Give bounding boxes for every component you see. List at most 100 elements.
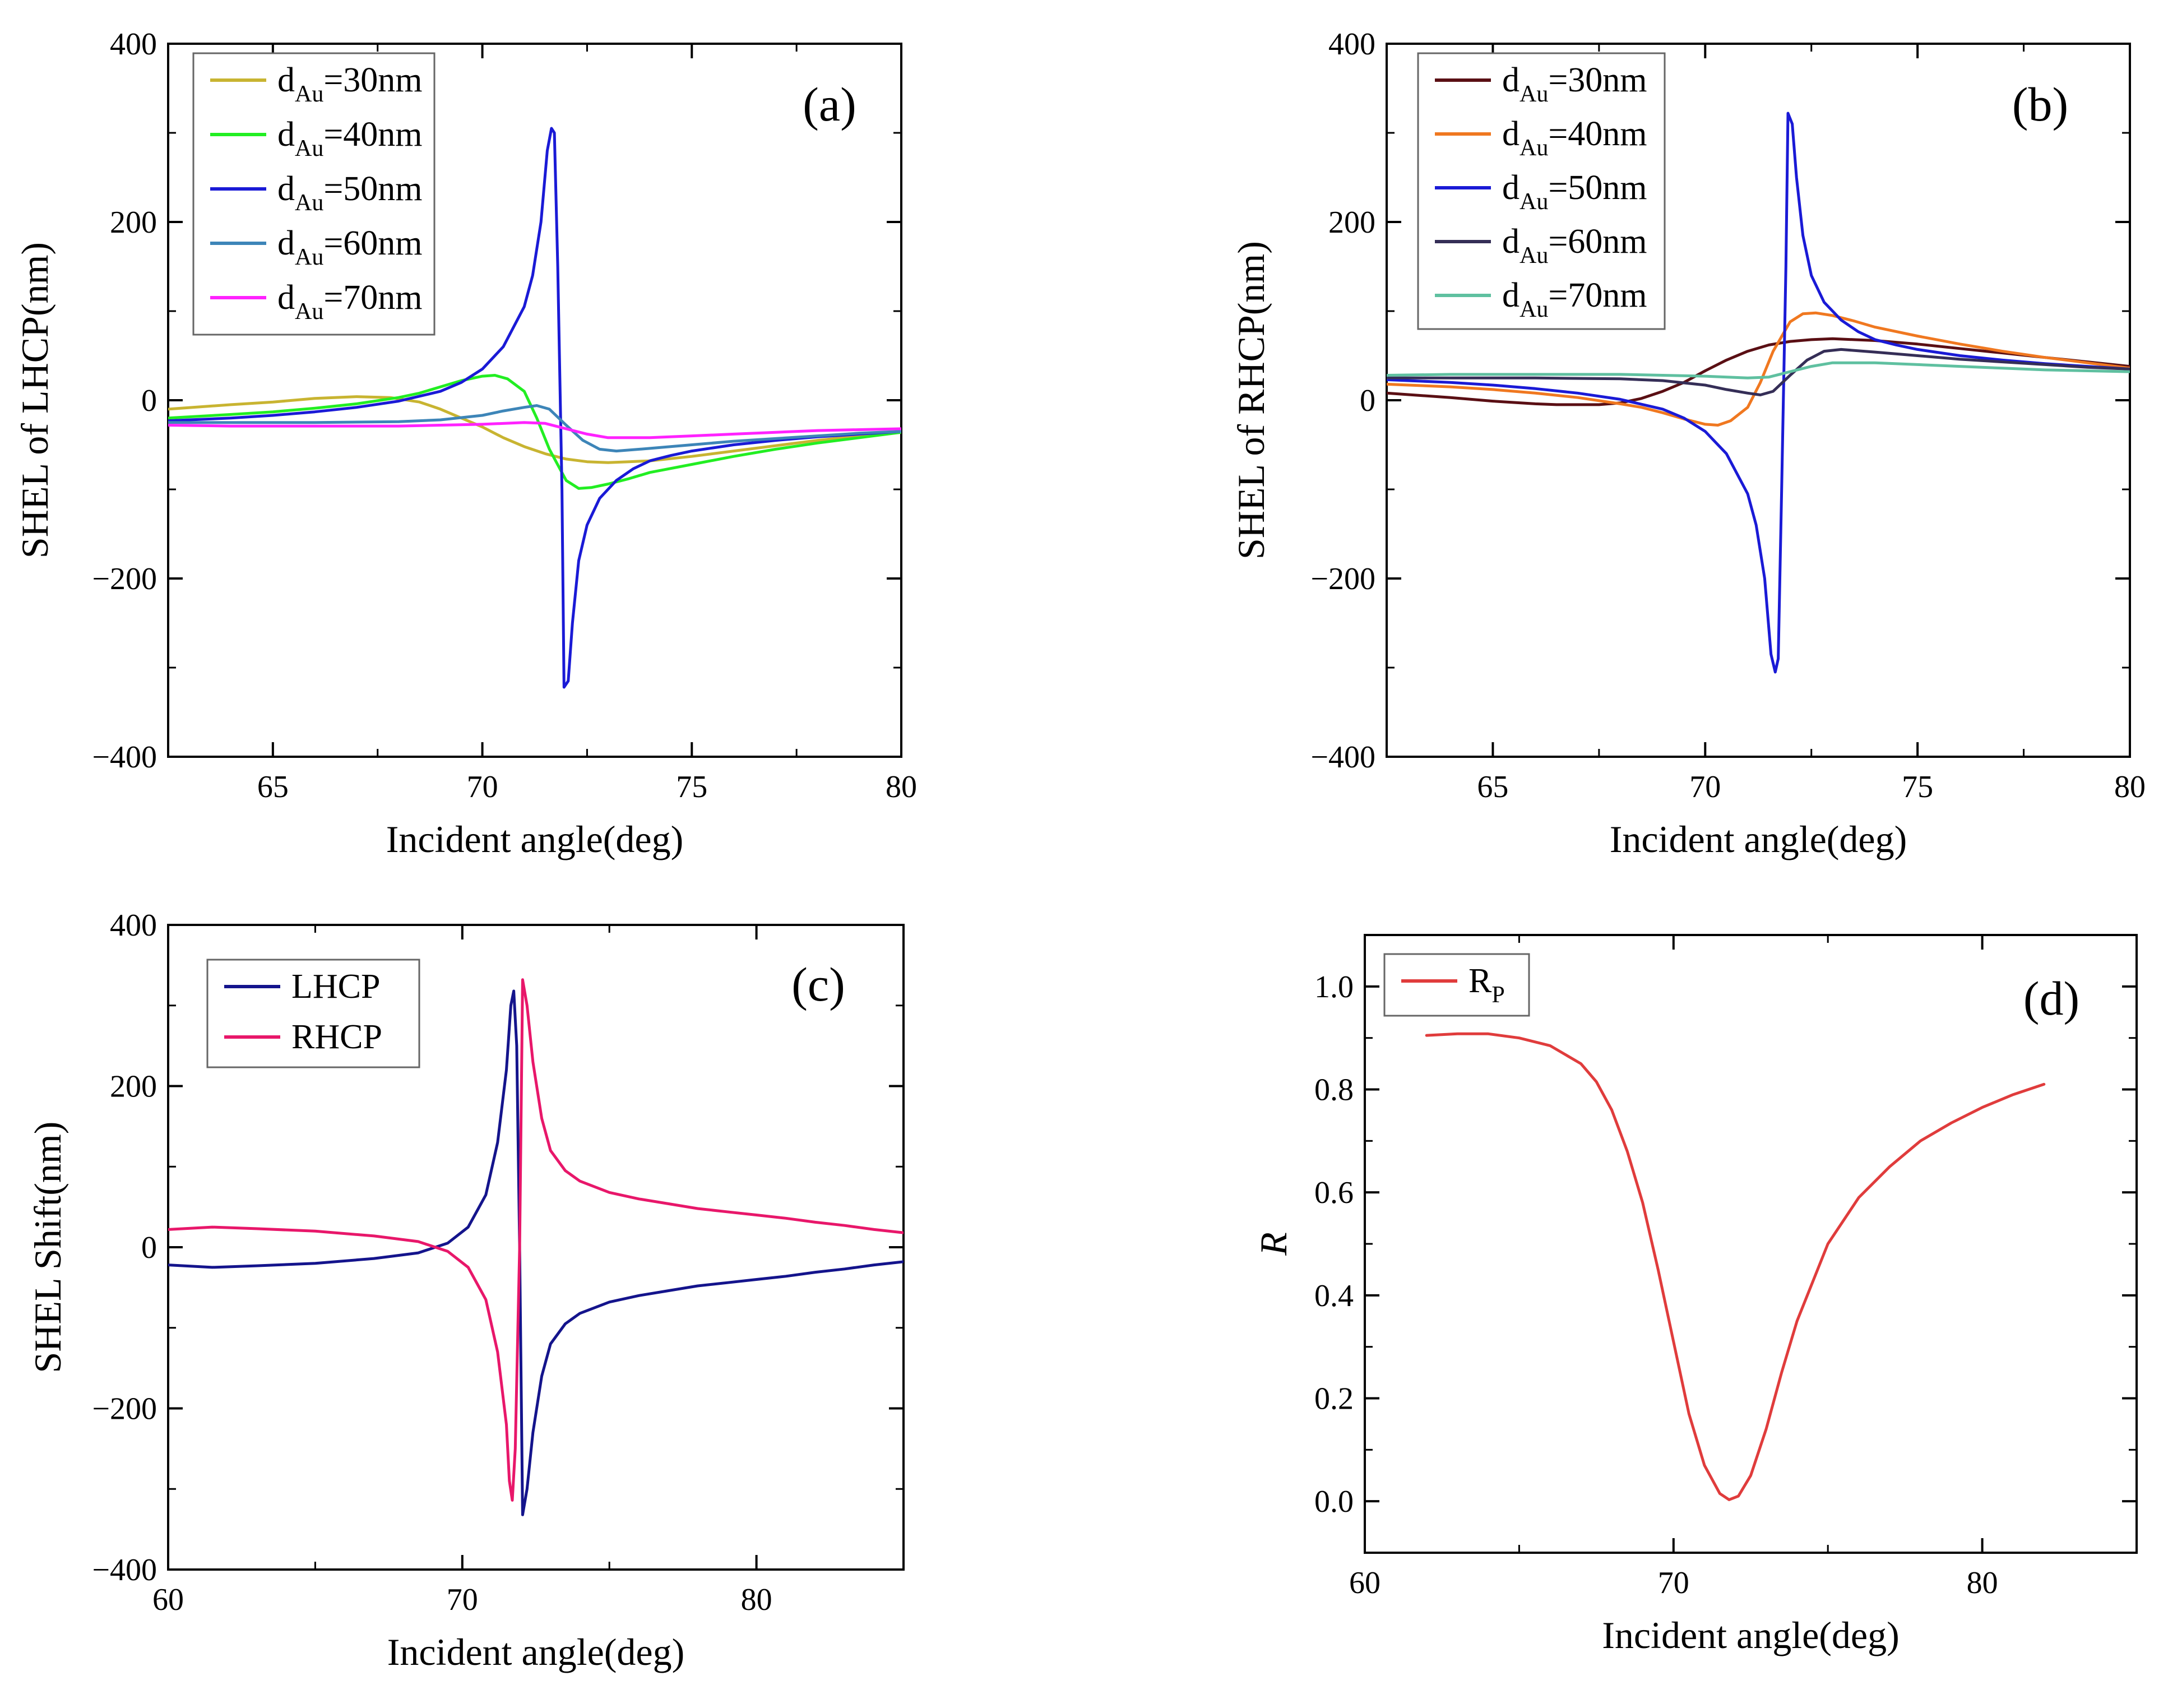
legend-label-sub: Au bbox=[1520, 135, 1548, 161]
legend: LHCP RHCP bbox=[206, 959, 420, 1068]
y-tick-label: 1.0 bbox=[1314, 970, 1354, 1005]
series-line-b-1 bbox=[1387, 337, 2130, 406]
series-line-b-2 bbox=[1387, 311, 2130, 427]
series-group bbox=[1387, 112, 2130, 674]
x-axis-title: Incident angle(deg) bbox=[386, 818, 684, 860]
legend-label-sub: Au bbox=[1520, 243, 1548, 269]
legend-entry: RP bbox=[1469, 962, 1505, 1008]
legend-label-sub: Au bbox=[295, 81, 323, 107]
legend-label-rest: =70nm bbox=[1548, 276, 1647, 314]
legend-label-rest: =60nm bbox=[1548, 223, 1647, 261]
y-tick-label: 200 bbox=[110, 205, 157, 240]
panel-label: (c) bbox=[791, 957, 845, 1011]
legend-label-main: d bbox=[1502, 115, 1520, 153]
y-tick-label: −400 bbox=[92, 740, 157, 775]
panel-label: (d) bbox=[2023, 971, 2079, 1025]
plot-frame bbox=[1364, 934, 2138, 1554]
y-tick-label: −400 bbox=[92, 1553, 157, 1587]
y-tick-label: 0 bbox=[141, 383, 157, 418]
x-tick-label: 65 bbox=[1477, 770, 1508, 804]
legend-entry: RHCP bbox=[291, 1018, 382, 1056]
panel-d: 60 70 80 0.0 0.2 0.4 0.6 0.8 1.0 Incident angle(d… bbox=[1252, 934, 2138, 1656]
y-tick-label: 400 bbox=[1328, 27, 1375, 62]
series-line-a-2 bbox=[168, 374, 901, 490]
legend-label-sub: Au bbox=[295, 136, 323, 161]
x-tick-label: 80 bbox=[2114, 770, 2146, 804]
legend-label-main: LHCP bbox=[291, 968, 380, 1006]
y-axis-title: R bbox=[1252, 1232, 1295, 1256]
legend-entry: dAu=30nm bbox=[1502, 61, 1647, 107]
y-tick-label: 0 bbox=[141, 1230, 157, 1265]
legend-label-rest: =50nm bbox=[323, 170, 422, 208]
legend-label-main: d bbox=[277, 115, 295, 154]
x-tick-label: 70 bbox=[1689, 770, 1721, 804]
legend-label-sub: Au bbox=[295, 190, 323, 216]
x-tick-label: 60 bbox=[1349, 1566, 1381, 1600]
legend-label-sub: Au bbox=[295, 244, 323, 270]
y-tick-label: 0 bbox=[1360, 383, 1375, 418]
series-line-b-3 bbox=[1387, 112, 2130, 674]
series-line-a-5 bbox=[168, 421, 901, 439]
legend-entry: dAu=40nm bbox=[277, 115, 423, 161]
panel-b: 65 70 75 80 −400 −200 0 200 400 Incident angle(de… bbox=[1230, 27, 2146, 860]
legend-entry: dAu=50nm bbox=[1502, 169, 1647, 215]
legend-label-main: d bbox=[277, 61, 295, 99]
legend-label-main: d bbox=[1502, 223, 1520, 261]
y-tick-label: 0.2 bbox=[1314, 1382, 1354, 1417]
series-line-b-4 bbox=[1387, 348, 2130, 396]
panel-label: (b) bbox=[2012, 77, 2068, 131]
y-tick-label: 400 bbox=[110, 908, 157, 943]
y-axis-title: SHEL of RHCP(nm) bbox=[1230, 241, 1272, 559]
series-group bbox=[1425, 1032, 2046, 1501]
series-line-b-5 bbox=[1387, 361, 2130, 379]
legend-label-rest: =30nm bbox=[323, 61, 422, 99]
legend-label-sub: Au bbox=[1520, 297, 1548, 322]
legend-entry: dAu=60nm bbox=[1502, 223, 1647, 269]
panel-c: 60 70 80 −400 −200 0 200 400 Incident angle(deg)… bbox=[26, 908, 905, 1673]
y-tick-label: 200 bbox=[1328, 205, 1375, 240]
x-tick-label: 70 bbox=[447, 1582, 478, 1617]
x-axis-title: Incident angle(deg) bbox=[1610, 818, 1907, 860]
legend-label-rest: =30nm bbox=[1548, 61, 1647, 99]
series-line-a-4 bbox=[168, 404, 901, 453]
legend-entry: LHCP bbox=[291, 968, 380, 1006]
legend-label-rest: =40nm bbox=[1548, 115, 1647, 153]
x-tick-label: 80 bbox=[741, 1582, 772, 1617]
series-group bbox=[168, 127, 901, 689]
legend-label-main: d bbox=[277, 224, 295, 262]
legend-label-rest: =50nm bbox=[1548, 169, 1647, 207]
legend-label-main: RHCP bbox=[291, 1018, 382, 1056]
legend-label-rest: =70nm bbox=[323, 279, 422, 317]
legend-label-main: d bbox=[1502, 169, 1520, 207]
legend-box bbox=[1383, 953, 1530, 1017]
legend: RP bbox=[1383, 953, 1530, 1017]
panel-a: 65 70 75 80 −400 −200 0 200 400 Incident angle(de… bbox=[13, 27, 917, 860]
legend-label-rest: =60nm bbox=[323, 224, 422, 262]
x-tick-label: 75 bbox=[676, 770, 707, 804]
y-tick-label: 0.8 bbox=[1314, 1073, 1354, 1108]
x-tick-label: 70 bbox=[467, 770, 498, 804]
y-tick-label: −400 bbox=[1310, 740, 1375, 775]
y-tick-label: 400 bbox=[110, 27, 157, 62]
x-tick-label: 65 bbox=[257, 770, 289, 804]
x-axis-title: Incident angle(deg) bbox=[387, 1631, 685, 1673]
y-axis-title: SHEL Shift(nm) bbox=[26, 1122, 69, 1373]
legend-label-main: d bbox=[1502, 276, 1520, 314]
legend-entry: dAu=70nm bbox=[277, 279, 423, 325]
x-tick-label: 80 bbox=[1967, 1566, 1998, 1600]
series-line-a-3 bbox=[168, 127, 901, 689]
x-tick-label: 80 bbox=[886, 770, 917, 804]
legend-label-sub: P bbox=[1491, 982, 1504, 1008]
panel-label: (a) bbox=[803, 77, 856, 131]
legend-label-sub: Au bbox=[1520, 81, 1548, 107]
series-line-c-2 bbox=[168, 978, 904, 1502]
legend-box bbox=[192, 52, 436, 336]
legend-label-main: d bbox=[277, 170, 295, 208]
x-tick-label: 60 bbox=[152, 1582, 184, 1617]
legend-box bbox=[206, 959, 420, 1068]
series-line-d-1 bbox=[1425, 1032, 2046, 1501]
x-tick-label: 70 bbox=[1658, 1566, 1689, 1600]
y-axis-title: SHEL of LHCP(nm) bbox=[13, 242, 56, 558]
legend-entry: dAu=50nm bbox=[277, 170, 423, 216]
